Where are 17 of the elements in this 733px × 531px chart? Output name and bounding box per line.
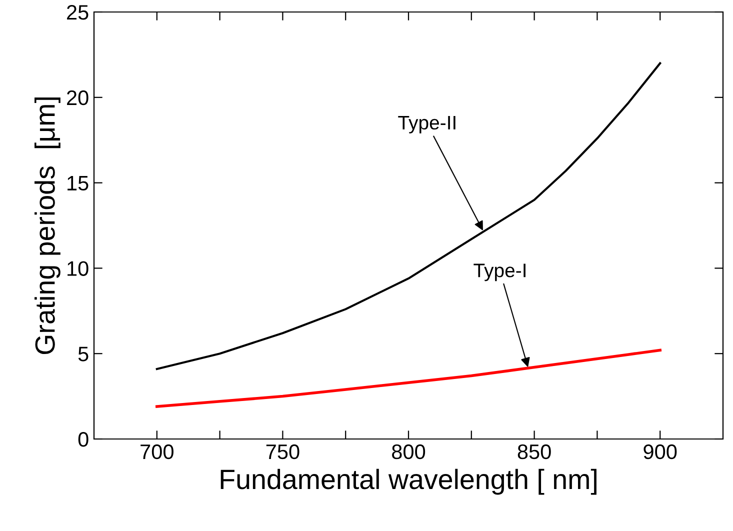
y-tick-label: 10 [68, 261, 88, 276]
x-tick-label: 700 [140, 444, 174, 460]
annotation: Type-I [474, 264, 526, 282]
x-tick-label: 750 [266, 444, 300, 460]
x-tick-label: 850 [518, 444, 551, 460]
line-series [156, 62, 662, 370]
y-tick-label: 5 [78, 346, 88, 362]
line-series [156, 348, 662, 408]
y-tick-label: 15 [68, 176, 88, 191]
y-tick-label: 20 [67, 90, 88, 106]
x-tick-label: 900 [644, 444, 677, 460]
x-tick-label: 800 [392, 444, 426, 460]
y-axis-title: Grating periods [μm] [34, 98, 60, 354]
y-tick-label: 25 [67, 5, 88, 20]
annotation: Type-II [398, 116, 456, 134]
y-tick-label: 0 [78, 432, 88, 447]
x-axis-title: Fundamental wavelength [ nm] [220, 468, 596, 495]
